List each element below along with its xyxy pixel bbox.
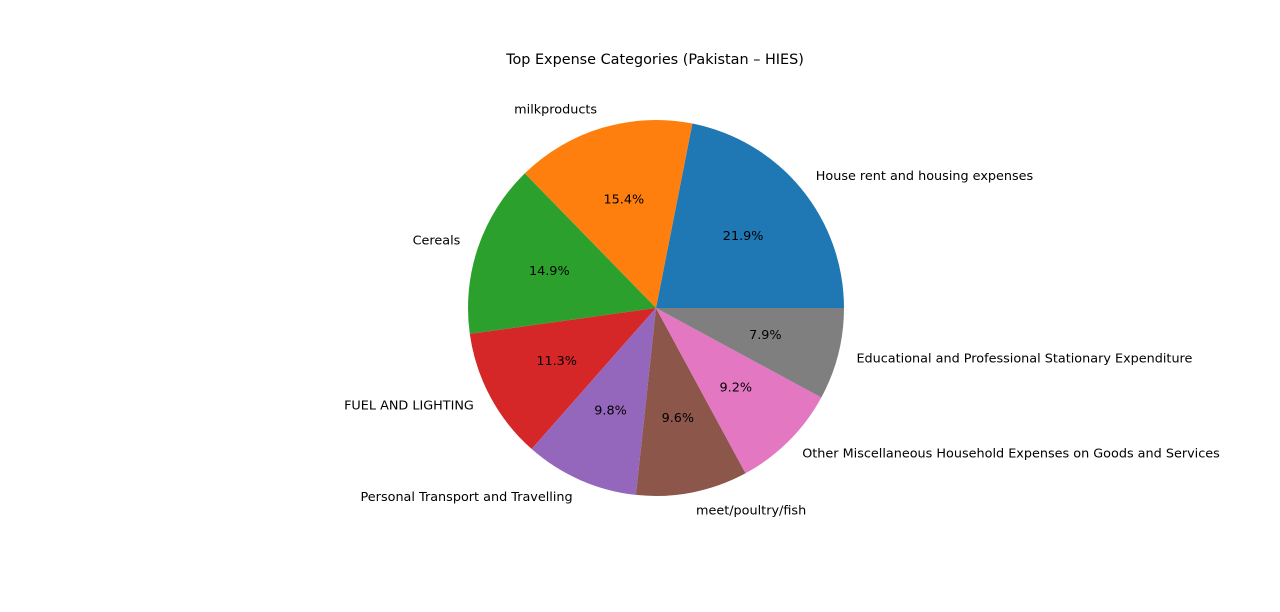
slice-category-label: Educational and Professional Stationary … xyxy=(856,351,1192,366)
pie-slice xyxy=(467,173,656,334)
slice-percent-label: 21.9% xyxy=(723,229,764,244)
pie-slice xyxy=(656,308,822,474)
slice-percent-label: 9.2% xyxy=(720,380,753,395)
pie-slice xyxy=(469,308,656,450)
slice-category-label: meet/poultry/fish xyxy=(696,503,806,518)
pie-slice xyxy=(524,119,693,308)
slice-percent-label: 11.3% xyxy=(536,354,577,369)
pie-slice xyxy=(635,308,746,496)
pie-slice xyxy=(531,308,656,495)
slice-category-label: Other Miscellaneous Household Expenses o… xyxy=(802,447,1220,462)
pie-slice xyxy=(656,123,844,308)
slice-percent-label: 9.8% xyxy=(594,404,627,419)
slice-category-label: Cereals xyxy=(413,234,461,249)
pie-slice xyxy=(656,308,844,398)
slice-percent-label: 9.6% xyxy=(662,411,695,426)
pie-slices xyxy=(467,119,844,496)
slice-category-label: House rent and housing expenses xyxy=(816,169,1034,184)
slice-percent-label: 14.9% xyxy=(529,264,570,279)
chart-title: Top Expense Categories (Pakistan – HIES) xyxy=(505,52,804,68)
slice-category-label: Personal Transport and Travelling xyxy=(361,490,573,505)
slice-percent-label: 15.4% xyxy=(604,192,645,207)
slice-percent-label: 7.9% xyxy=(749,328,782,343)
slice-category-label: milkproducts xyxy=(514,102,597,117)
slice-category-label: FUEL AND LIGHTING xyxy=(344,398,474,413)
pie-labels: 21.9% House rent and housing expenses 15.4… xyxy=(344,102,1220,518)
